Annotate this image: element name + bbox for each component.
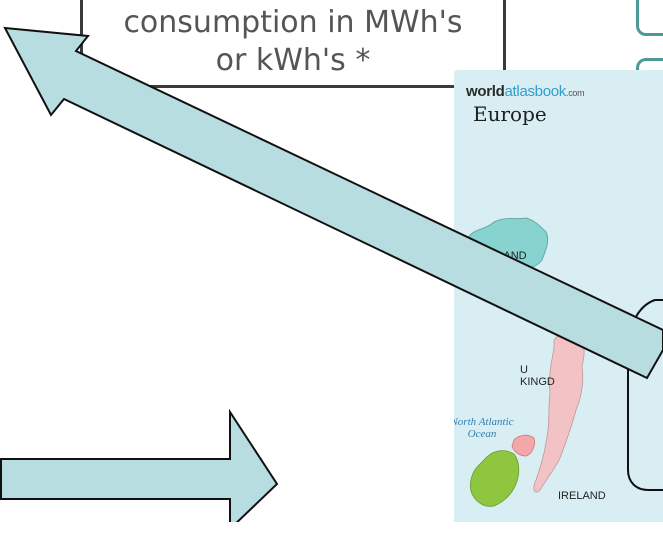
map-callout-frame [627, 299, 663, 491]
callout-line-2: or kWh's * [215, 43, 371, 78]
consumption-callout-box: consumption in MWh's or kWh's * [80, 0, 506, 88]
right-block-arrow [0, 408, 279, 532]
ocean-line-2: Ocean [467, 428, 497, 440]
ocean-label: North Atlantic Ocean [454, 416, 514, 440]
brand-suffix: .com [566, 88, 585, 98]
bottom-strip [0, 522, 663, 533]
northern-ireland-shape [511, 434, 535, 457]
label-ireland: IRELAND [558, 490, 606, 502]
label-uk-top: U [520, 364, 528, 376]
brand-light: atlasbook [504, 83, 567, 100]
callout-line-1: consumption in MWh's [123, 5, 463, 40]
ocean-line-1: North Atlantic [454, 416, 514, 428]
label-uk: KINGD [520, 376, 555, 388]
edge-box-top [636, 0, 663, 36]
ireland-shape [470, 450, 520, 507]
brand-logo: worldatlasbook.com [466, 83, 585, 100]
diagonal-arrow [3, 26, 663, 380]
brand-bold: world [466, 83, 505, 100]
map-title: Europe [473, 102, 547, 126]
